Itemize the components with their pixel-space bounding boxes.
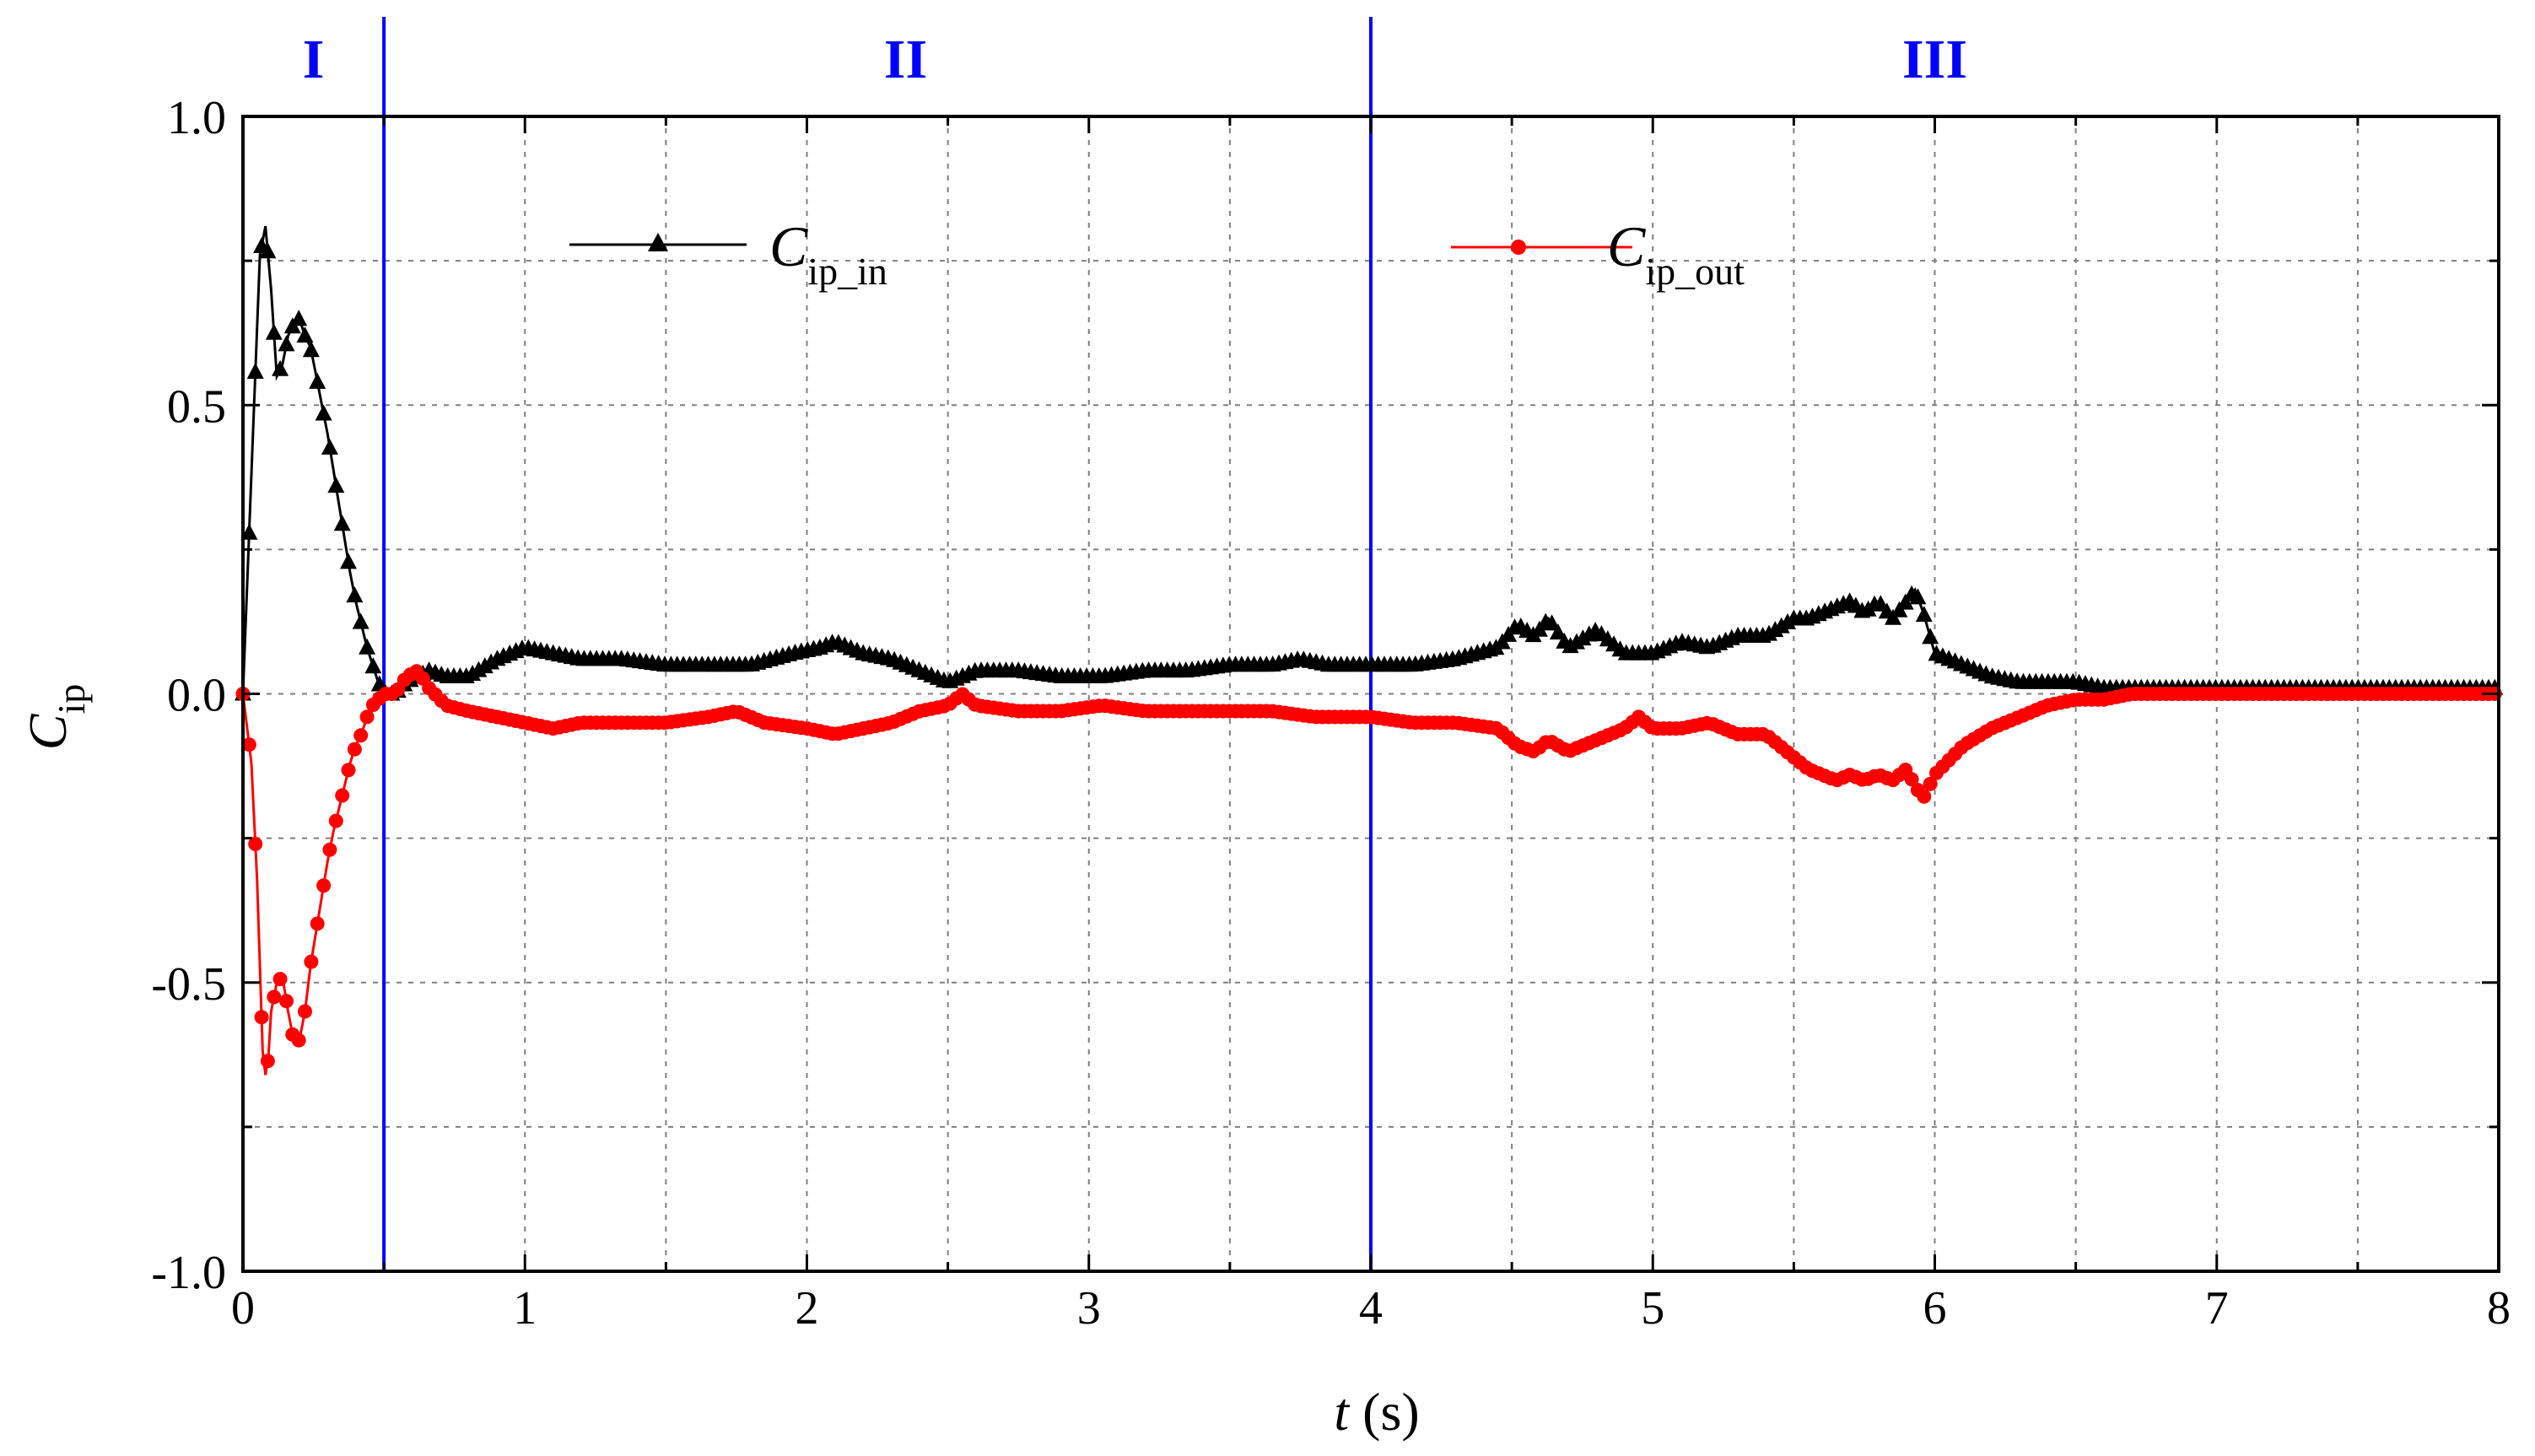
legend-item-ip-in: Cip_in <box>569 214 887 293</box>
data-point-circle <box>353 728 369 743</box>
data-point-triangle <box>302 341 320 358</box>
data-point-triangle <box>246 363 264 379</box>
svg-text:Cip: Cip <box>18 684 93 750</box>
data-point-circle <box>322 842 337 857</box>
data-point-circle <box>241 737 256 752</box>
region-label-I: I <box>303 29 325 90</box>
series-ip-in <box>235 225 2504 701</box>
x-tick-label: 8 <box>2487 1282 2511 1335</box>
data-point-triangle <box>1549 623 1567 640</box>
data-point-circle <box>304 954 319 969</box>
data-point-triangle <box>1896 593 1914 610</box>
axis-ticks: 0 1 2 3 4 5 6 7 8 -1.0 -0.5 0.0 0.5 1.0 <box>151 92 2511 1335</box>
x-axis-var: t <box>1334 1382 1351 1442</box>
legend: Cip_in Cip_out <box>569 214 1745 293</box>
y-axis-title: Cip <box>18 684 93 750</box>
y-tick-label: 0.0 <box>167 670 226 722</box>
x-tick-label: 2 <box>796 1282 819 1335</box>
data-point-circle <box>260 1054 275 1069</box>
region-label-III: III <box>1902 29 1967 90</box>
data-point-circle <box>267 990 282 1005</box>
x-tick-label: 5 <box>1641 1282 1664 1335</box>
legend-marker-circle <box>1511 240 1526 255</box>
y-tick-label: 0.5 <box>167 380 226 433</box>
data-point-triangle <box>309 372 326 389</box>
legend-label-ip-in-sub: ip_in <box>807 250 887 293</box>
data-point-triangle <box>290 310 308 326</box>
legend-marker-triangle <box>648 233 668 251</box>
legend-item-ip-out: Cip_out <box>1451 214 1745 293</box>
x-axis-title: t (s) <box>1334 1382 1419 1442</box>
data-point-circle <box>279 994 294 1009</box>
data-point-circle <box>1923 776 1938 791</box>
data-point-circle <box>291 1033 306 1048</box>
legend-label-ip-out: Cip_out <box>1607 214 1745 293</box>
y-tick-label: -0.5 <box>151 958 226 1011</box>
region-label-II: II <box>884 29 927 90</box>
data-point-triangle <box>272 359 289 376</box>
data-point-circle <box>328 813 343 828</box>
y-tick-label: 1.0 <box>167 92 226 144</box>
data-point-circle <box>1917 789 1932 804</box>
data-point-triangle <box>327 477 345 493</box>
x-tick-label: 7 <box>2205 1282 2229 1335</box>
region-markers: I II III <box>303 17 1967 1271</box>
data-point-triangle <box>346 586 364 603</box>
data-point-triangle <box>315 404 332 421</box>
x-tick-label: 4 <box>1359 1282 1383 1335</box>
x-tick-label: 3 <box>1077 1282 1101 1335</box>
legend-label-ip-in: Cip_in <box>769 214 887 293</box>
data-point-circle <box>347 741 362 757</box>
data-point-circle <box>248 837 263 851</box>
data-point-circle <box>254 1010 269 1025</box>
data-point-triangle <box>1915 606 1933 623</box>
data-point-triangle <box>333 515 351 531</box>
data-point-circle <box>335 788 350 803</box>
data-point-triangle <box>364 657 382 674</box>
data-point-circle <box>1904 772 1919 787</box>
data-point-triangle <box>259 242 277 259</box>
data-point-triangle <box>1909 588 1927 605</box>
data-point-triangle <box>1922 628 1939 644</box>
legend-label-ip-in-main: C <box>769 214 808 278</box>
data-point-triangle <box>296 326 314 343</box>
x-tick-label: 0 <box>231 1282 255 1335</box>
series-ip-out <box>235 664 2502 1076</box>
data-point-circle <box>316 878 332 893</box>
data-point-triangle <box>321 438 338 455</box>
legend-label-ip-out-main: C <box>1607 214 1646 278</box>
data-point-triangle <box>352 612 369 629</box>
data-point-circle <box>298 1004 312 1019</box>
data-point-triangle <box>359 638 376 655</box>
data-point-triangle <box>340 553 357 569</box>
data-point-circle <box>341 763 356 778</box>
y-tick-label: -1.0 <box>151 1247 226 1299</box>
data-point-triangle <box>1543 614 1561 631</box>
data-point-triangle <box>278 335 295 352</box>
series-layer <box>235 225 2504 1076</box>
data-point-circle <box>310 916 325 931</box>
x-tick-label: 1 <box>513 1282 537 1335</box>
y-axis-main: C <box>18 713 78 750</box>
x-axis-unit: (s) <box>1349 1382 1420 1442</box>
data-point-circle <box>272 972 288 987</box>
x-tick-label: 6 <box>1923 1282 1947 1335</box>
data-point-triangle <box>240 523 258 540</box>
legend-label-ip-out-sub: ip_out <box>1645 250 1745 293</box>
data-point-triangle <box>265 323 283 340</box>
data-point-circle <box>359 709 375 725</box>
y-axis-sub: ip <box>50 684 93 715</box>
